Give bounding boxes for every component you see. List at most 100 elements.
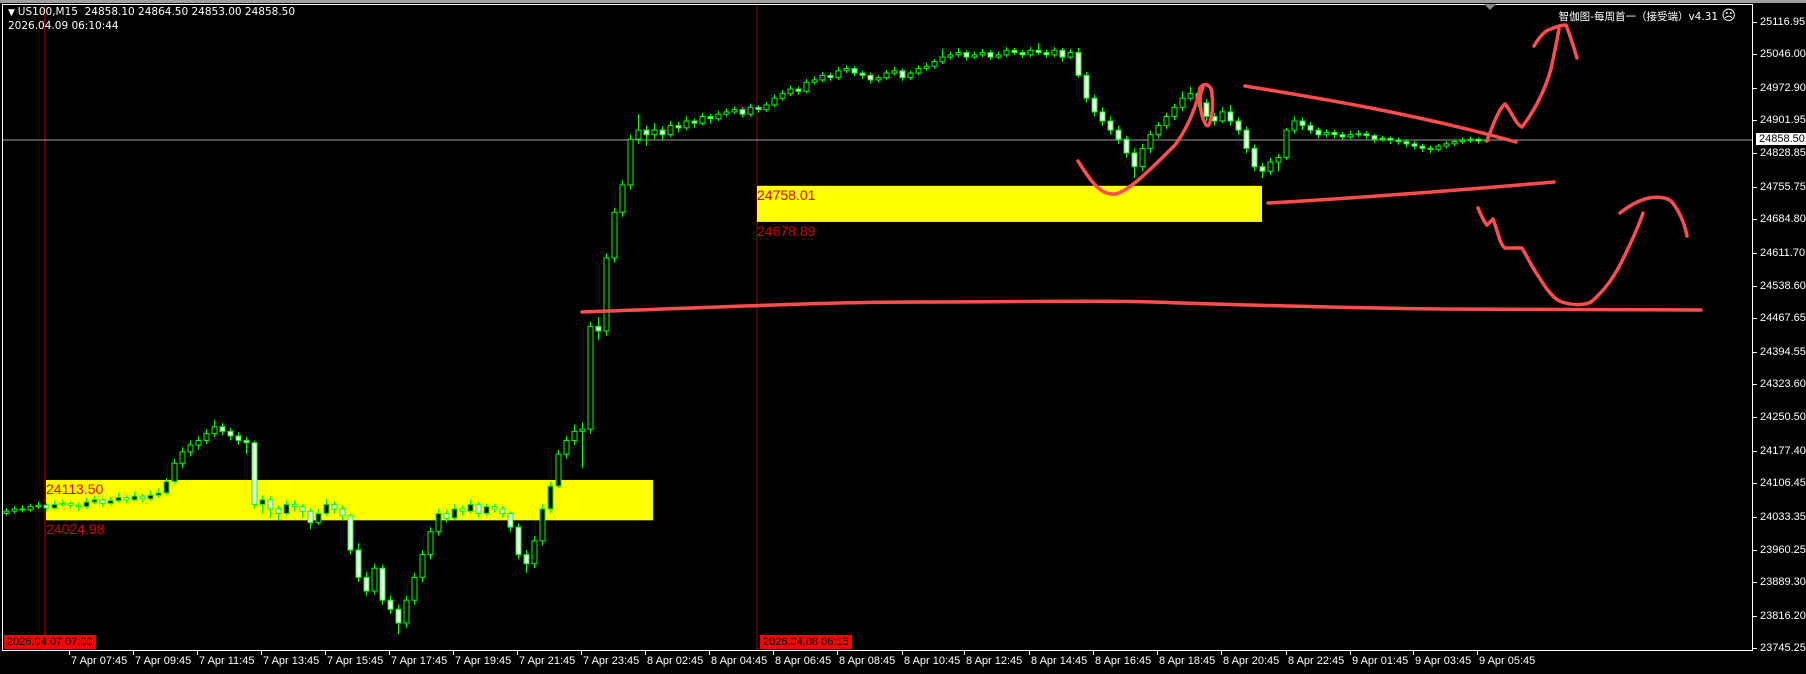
- time-tick-label: 7 Apr 09:45: [135, 655, 192, 667]
- time-tick: [773, 651, 774, 655]
- candle-body: [1187, 93, 1194, 99]
- candle: [379, 564, 386, 605]
- candle-body: [195, 439, 202, 446]
- candle: [99, 497, 106, 507]
- period-marker-label: 2026.04.08 06:15: [760, 635, 852, 649]
- candle-body: [323, 503, 330, 514]
- candle: [539, 504, 546, 546]
- price-tick-label: 24828.85: [1760, 147, 1806, 160]
- price-tick: [1753, 252, 1757, 254]
- candle-body: [707, 115, 714, 120]
- candle: [243, 436, 250, 455]
- candle-body: [107, 500, 114, 504]
- candle-body: [1251, 147, 1258, 168]
- candle-body: [395, 608, 402, 624]
- candle-body: [1459, 139, 1466, 143]
- candle-body: [971, 54, 978, 58]
- candle: [547, 481, 554, 514]
- candle: [203, 429, 210, 445]
- candle: [35, 501, 42, 509]
- candle-body: [627, 138, 634, 186]
- candle: [763, 101, 770, 112]
- candle: [1419, 143, 1426, 153]
- candle-body: [787, 88, 794, 95]
- candle-body: [611, 211, 618, 259]
- candle: [923, 62, 930, 71]
- candle-body: [1179, 97, 1186, 108]
- candle-body: [1411, 143, 1418, 147]
- candle-body: [563, 439, 570, 455]
- candle: [1411, 141, 1418, 150]
- candle-body: [83, 501, 90, 508]
- price-tick-label: 25046.00: [1760, 48, 1806, 61]
- candle: [707, 114, 714, 124]
- candle-body: [59, 502, 66, 505]
- candle: [219, 423, 226, 435]
- sad-face-icon[interactable]: ☹: [1721, 8, 1736, 24]
- time-tick-label: 8 Apr 10:45: [904, 655, 961, 667]
- candle-body: [1427, 147, 1434, 150]
- candle: [1179, 91, 1186, 111]
- candle-body: [403, 599, 410, 624]
- candle-body: [771, 97, 778, 106]
- candle-body: [811, 79, 818, 83]
- candle: [299, 504, 306, 519]
- candle-body: [1339, 134, 1346, 138]
- candle: [435, 508, 442, 536]
- candle-body: [1363, 133, 1370, 137]
- candle: [1243, 126, 1250, 153]
- candle: [283, 499, 290, 516]
- candle: [939, 48, 946, 64]
- chart-shift-marker-icon[interactable]: [1484, 4, 1496, 10]
- candle: [1163, 112, 1170, 130]
- candle: [371, 563, 378, 595]
- candle: [507, 511, 514, 532]
- candle-body: [1355, 133, 1362, 136]
- candle: [475, 502, 482, 518]
- candle-body: [923, 65, 930, 70]
- candle-body: [1323, 131, 1330, 136]
- price-tick-label: 23889.30: [1760, 576, 1806, 589]
- candle: [971, 51, 978, 60]
- time-tick: [389, 651, 390, 655]
- candle: [1315, 127, 1322, 139]
- candle-body: [675, 125, 682, 129]
- triangle-down-icon[interactable]: ▼: [8, 8, 18, 18]
- annotation-lower-trendline: [1266, 180, 1556, 205]
- time-tick: [964, 651, 965, 655]
- candle-body: [1291, 120, 1298, 131]
- candle: [715, 110, 722, 122]
- current-price-label: 24858.50: [1756, 132, 1806, 145]
- candle: [251, 440, 258, 509]
- candle: [779, 89, 786, 101]
- candle: [275, 505, 282, 521]
- candle-body: [1059, 49, 1066, 58]
- candle-body: [859, 72, 866, 76]
- time-tick-label: 8 Apr 20:45: [1223, 655, 1280, 667]
- price-tick-label: 24033.35: [1760, 510, 1806, 523]
- candle-body: [99, 499, 106, 504]
- candle: [699, 112, 706, 126]
- candle-body: [715, 113, 722, 120]
- candle: [347, 513, 354, 555]
- candle: [59, 499, 66, 507]
- candle-body: [1051, 49, 1058, 56]
- candle: [19, 505, 26, 513]
- price-tick-label: 24901.95: [1760, 114, 1806, 127]
- time-tick-label: 7 Apr 15:45: [327, 655, 384, 667]
- candle: [1331, 130, 1338, 139]
- time-tick: [1350, 651, 1351, 655]
- candle: [635, 114, 642, 144]
- candle: [811, 76, 818, 85]
- price-tick-label: 24755.75: [1760, 180, 1806, 193]
- candle: [1267, 157, 1274, 175]
- candle-body: [659, 129, 666, 136]
- supply-demand-zone[interactable]: [757, 185, 1262, 222]
- candle: [1435, 143, 1442, 152]
- candle: [1011, 47, 1018, 55]
- candle: [443, 509, 450, 523]
- candle: [315, 508, 322, 525]
- symbol-ohlc-header[interactable]: ▼ US100,M15 24858.10 24864.50 24853.00 2…: [8, 6, 295, 18]
- time-tick: [1286, 651, 1287, 655]
